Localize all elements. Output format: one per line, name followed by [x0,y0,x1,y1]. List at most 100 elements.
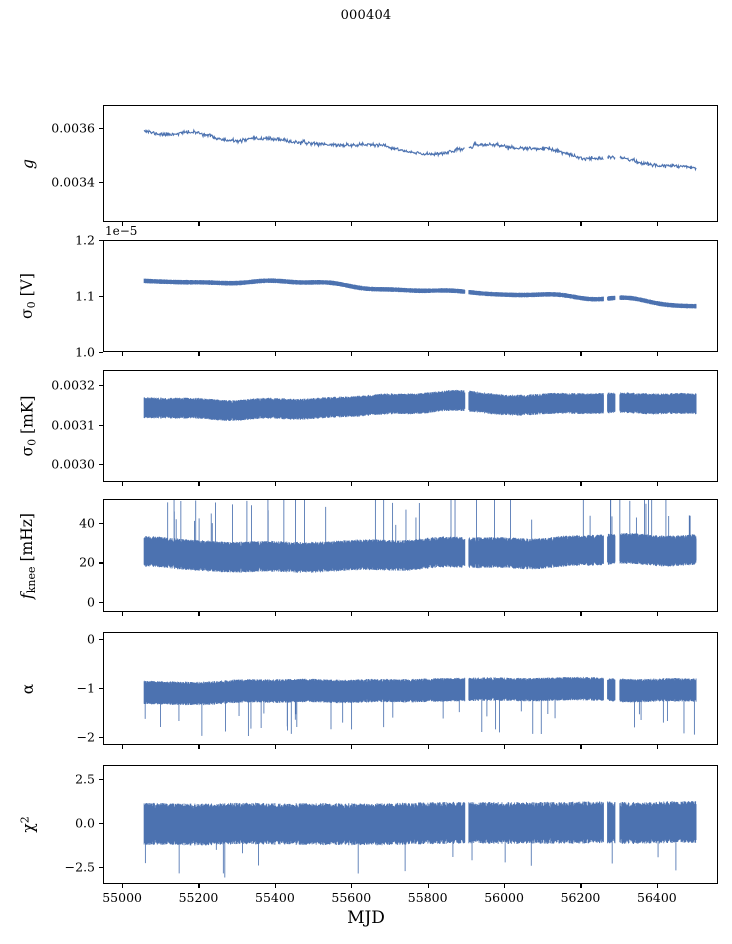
x-tick-mark [504,482,506,486]
y-tick-label: 2.5 [75,771,95,787]
x-tick-mark [198,352,200,356]
y-tick-mark [99,127,103,129]
x-tick-mark [427,745,429,749]
y-axis-label-sigma0_mK: σ0 [mK] [17,395,38,457]
y-tick-mark [99,296,103,298]
y-tick-mark [99,240,103,242]
y-tick-mark [99,562,103,564]
x-tick-mark [351,884,353,888]
x-tick-mark [351,612,353,616]
x-tick-mark [504,884,506,888]
x-tick-mark [122,222,124,226]
plot-panel-f_knee [103,499,718,612]
plot-panel-chi2 [103,765,718,884]
x-tick-mark [122,482,124,486]
x-tick-label: 55000 [102,890,142,905]
x-tick-mark [504,612,506,616]
x-tick-mark [427,352,429,356]
series-alpha [143,676,697,736]
y-tick-mark [99,779,103,781]
x-tick-mark [198,482,200,486]
y-tick-label: −2.5 [64,859,95,874]
x-tick-mark [580,884,582,888]
series-sigma0_mK [143,389,697,421]
x-tick-mark [274,482,276,486]
plot-panel-sigma0_V [103,240,718,352]
plot-panel-alpha [103,632,718,745]
y-tick-label: 40 [79,515,95,531]
y-tick-label: 0.0034 [51,174,95,190]
x-tick-mark [274,222,276,226]
y-axis-label-alpha: α [19,683,38,694]
y-axis-label-gain: g [18,158,37,169]
x-tick-mark [580,352,582,356]
y-tick-label: 1.2 [75,232,95,248]
y-tick-label: 0.0036 [51,120,95,136]
x-tick-mark [504,222,506,226]
x-tick-mark [427,884,429,888]
y-axis-offset-text: 1e−5 [105,224,138,238]
x-tick-mark [351,482,353,486]
series-f_knee [143,500,697,573]
plot-panel-sigma0_mK [103,370,718,482]
y-tick-label: 0 [87,594,95,610]
x-tick-mark [656,884,658,888]
y-tick-label: −1 [76,680,95,696]
y-tick-mark [99,352,103,354]
x-tick-mark [274,884,276,888]
x-tick-label: 56200 [560,890,601,905]
y-tick-label: 0.0 [75,815,95,831]
y-tick-label: 0.0032 [51,377,95,393]
x-tick-mark [580,612,582,616]
x-tick-mark [427,222,429,226]
x-tick-label: 55600 [331,890,372,905]
x-tick-mark [122,745,124,749]
x-tick-mark [274,745,276,749]
y-tick-mark [99,522,103,524]
x-tick-label: 56400 [636,890,677,905]
y-tick-label: 20 [79,554,95,570]
x-tick-mark [504,745,506,749]
x-tick-mark [504,352,506,356]
y-tick-mark [99,464,103,466]
x-tick-mark [656,222,658,226]
x-tick-mark [427,482,429,486]
series-chi2 [143,801,697,878]
x-tick-mark [274,352,276,356]
x-tick-mark [580,222,582,226]
y-tick-mark [99,737,103,739]
x-tick-mark [122,352,124,356]
y-tick-mark [99,181,103,183]
x-tick-mark [656,612,658,616]
x-tick-label: 56000 [484,890,524,905]
y-tick-mark [99,822,103,824]
x-tick-label: 55800 [407,890,448,905]
y-axis-label-chi2: χ2 [18,816,38,833]
x-tick-mark [198,884,200,888]
y-axis-label-f_knee: fknee [mHz] [17,512,39,599]
x-tick-mark [198,222,200,226]
y-tick-mark [99,424,103,426]
y-tick-mark [99,866,103,868]
x-tick-mark [351,352,353,356]
y-tick-mark [99,384,103,386]
x-tick-mark [656,352,658,356]
y-tick-mark [99,638,103,640]
series-gain [143,128,697,172]
y-axis-label-sigma0_V: σ0 [V] [17,273,38,319]
x-tick-label: 55200 [178,890,219,905]
x-tick-mark [427,612,429,616]
y-tick-mark [99,602,103,604]
plot-panel-gain [103,105,718,222]
y-tick-mark [99,688,103,690]
x-tick-mark [656,482,658,486]
x-tick-label: 55400 [255,890,295,905]
y-tick-label: 0.0030 [51,456,95,472]
y-tick-label: 0 [87,631,95,647]
x-tick-mark [198,612,200,616]
x-axis-label: MJD [347,908,385,928]
y-tick-label: 1.0 [75,344,95,360]
y-tick-label: −2 [76,729,95,745]
x-tick-mark [656,745,658,749]
x-tick-mark [351,745,353,749]
